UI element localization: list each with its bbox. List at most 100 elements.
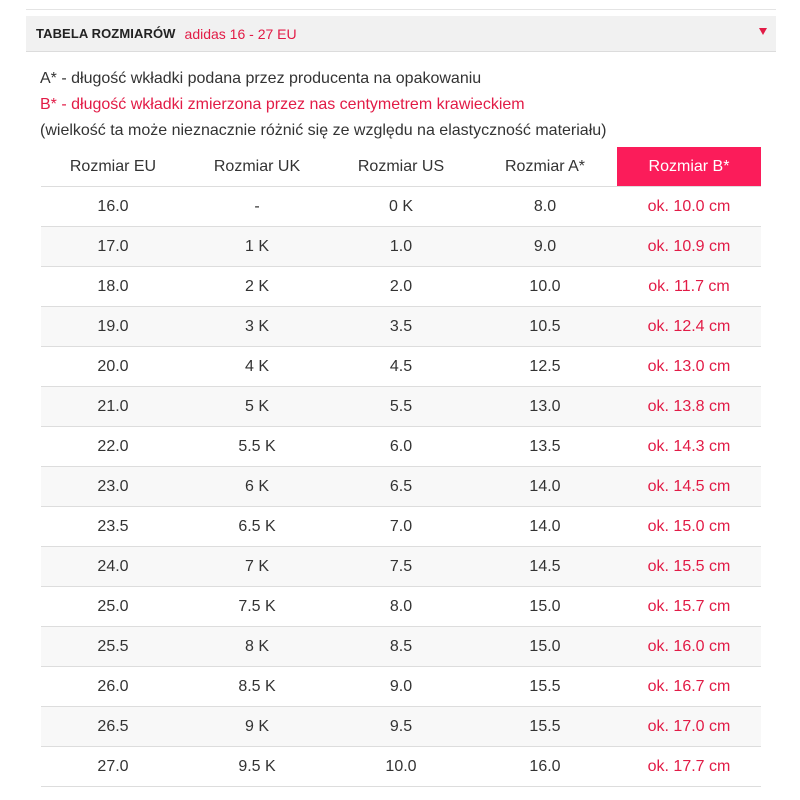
- size-chart-accordion-header[interactable]: TABELA ROZMIARÓW adidas 16 - 27 EU: [26, 16, 776, 52]
- cell-eu: 18.0: [41, 266, 185, 307]
- table-row: 19.0 3 K 3.5 10.5 ok. 12.4 cm: [41, 306, 761, 347]
- cell-a: 15.5: [473, 666, 617, 707]
- cell-us: 10.0: [329, 746, 473, 787]
- cell-uk: 6 K: [185, 466, 329, 507]
- cell-us: 0 K: [329, 186, 473, 227]
- cell-a: 9.0: [473, 226, 617, 267]
- cell-a: 12.5: [473, 346, 617, 387]
- cell-a: 10.0: [473, 266, 617, 307]
- brand-size-range: adidas 16 - 27 EU: [184, 25, 297, 42]
- cell-a: 16.0: [473, 746, 617, 787]
- cell-uk: 7 K: [185, 546, 329, 587]
- table-row: 17.0 1 K 1.0 9.0 ok. 10.9 cm: [41, 226, 761, 267]
- cell-uk: 1 K: [185, 226, 329, 267]
- cell-eu: 23.5: [41, 506, 185, 547]
- cell-us: 6.0: [329, 426, 473, 467]
- cell-us: 8.5: [329, 626, 473, 667]
- cell-uk: 5.5 K: [185, 426, 329, 467]
- cell-uk: 9 K: [185, 706, 329, 747]
- cell-uk: 2 K: [185, 266, 329, 307]
- cell-b: ok. 15.0 cm: [617, 506, 761, 547]
- table-row: 27.0 9.5 K 10.0 16.0 ok. 17.7 cm: [41, 746, 761, 787]
- table-row: 25.5 8 K 8.5 15.0 ok. 16.0 cm: [41, 626, 761, 667]
- cell-b: ok. 12.4 cm: [617, 306, 761, 347]
- table-row: 23.5 6.5 K 7.0 14.0 ok. 15.0 cm: [41, 506, 761, 547]
- size-table: Rozmiar EU Rozmiar UK Rozmiar US Rozmiar…: [41, 147, 761, 787]
- cell-eu: 24.0: [41, 546, 185, 587]
- cell-a: 14.0: [473, 506, 617, 547]
- table-row: 21.0 5 K 5.5 13.0 ok. 13.8 cm: [41, 386, 761, 427]
- caret-down-icon[interactable]: [759, 28, 767, 35]
- cell-a: 10.5: [473, 306, 617, 347]
- cell-eu: 16.0: [41, 186, 185, 227]
- cell-eu: 25.0: [41, 586, 185, 627]
- column-header-us: Rozmiar US: [329, 147, 473, 187]
- cell-b: ok. 17.7 cm: [617, 746, 761, 787]
- cell-b: ok. 14.3 cm: [617, 426, 761, 467]
- cell-eu: 26.5: [41, 706, 185, 747]
- cell-eu: 22.0: [41, 426, 185, 467]
- cell-a: 13.0: [473, 386, 617, 427]
- cell-uk: 6.5 K: [185, 506, 329, 547]
- cell-b: ok. 16.7 cm: [617, 666, 761, 707]
- cell-uk: 3 K: [185, 306, 329, 347]
- cell-b: ok. 15.5 cm: [617, 546, 761, 587]
- cell-b: ok. 15.7 cm: [617, 586, 761, 627]
- cell-us: 8.0: [329, 586, 473, 627]
- cell-b: ok. 10.9 cm: [617, 226, 761, 267]
- column-header-a: Rozmiar A*: [473, 147, 617, 187]
- cell-uk: 8.5 K: [185, 666, 329, 707]
- column-header-b: Rozmiar B*: [617, 147, 761, 187]
- cell-uk: 5 K: [185, 386, 329, 427]
- cell-uk: 9.5 K: [185, 746, 329, 787]
- cell-us: 1.0: [329, 226, 473, 267]
- table-row: 26.5 9 K 9.5 15.5 ok. 17.0 cm: [41, 706, 761, 747]
- cell-eu: 17.0: [41, 226, 185, 267]
- cell-eu: 20.0: [41, 346, 185, 387]
- cell-b: ok. 16.0 cm: [617, 626, 761, 667]
- cell-a: 15.5: [473, 706, 617, 747]
- cell-eu: 21.0: [41, 386, 185, 427]
- cell-a: 14.0: [473, 466, 617, 507]
- cell-eu: 23.0: [41, 466, 185, 507]
- cell-us: 3.5: [329, 306, 473, 347]
- table-row: 20.0 4 K 4.5 12.5 ok. 13.0 cm: [41, 346, 761, 387]
- table-row: 16.0-0 K 8.0 ok. 10.0 cm: [41, 186, 761, 227]
- top-divider: [26, 9, 776, 10]
- cell-uk: 4 K: [185, 346, 329, 387]
- cell-us: 6.5: [329, 466, 473, 507]
- cell-us: 5.5: [329, 386, 473, 427]
- cell-eu: 27.0: [41, 746, 185, 787]
- cell-a: 8.0: [473, 186, 617, 227]
- cell-us: 4.5: [329, 346, 473, 387]
- note-disclaimer: (wielkość ta może nieznacznie różnić się…: [40, 122, 607, 139]
- cell-b: ok. 14.5 cm: [617, 466, 761, 507]
- table-row: 18.0 2 K 2.0 10.0 ok. 11.7 cm: [41, 266, 761, 307]
- cell-b: ok. 13.0 cm: [617, 346, 761, 387]
- cell-us: 7.0: [329, 506, 473, 547]
- cell-us: 9.0: [329, 666, 473, 707]
- cell-uk: 8 K: [185, 626, 329, 667]
- table-row: 24.0 7 K 7.5 14.5 ok. 15.5 cm: [41, 546, 761, 587]
- cell-a: 15.0: [473, 626, 617, 667]
- table-row: 25.0 7.5 K 8.0 15.0 ok. 15.7 cm: [41, 586, 761, 627]
- column-header-eu: Rozmiar EU: [41, 147, 185, 187]
- note-size-b: B* - długość wkładki zmierzona przez nas…: [40, 96, 525, 113]
- cell-b: ok. 13.8 cm: [617, 386, 761, 427]
- column-header-uk: Rozmiar UK: [185, 147, 329, 187]
- cell-us: 9.5: [329, 706, 473, 747]
- cell-b: ok. 11.7 cm: [617, 266, 761, 307]
- size-table-body: 16.0-0 K 8.0 ok. 10.0 cm 17.0 1 K 1.0 9.0 ok. 1…: [41, 186, 761, 787]
- table-header-row: Rozmiar EU Rozmiar UK Rozmiar US Rozmiar…: [41, 147, 761, 187]
- cell-a: 13.5: [473, 426, 617, 467]
- cell-uk: 7.5 K: [185, 586, 329, 627]
- cell-us: 7.5: [329, 546, 473, 587]
- size-chart-title: TABELA ROZMIARÓW: [36, 26, 176, 41]
- cell-b: ok. 10.0 cm: [617, 186, 761, 227]
- cell-a: 15.0: [473, 586, 617, 627]
- cell-uk: -: [185, 186, 329, 227]
- cell-b: ok. 17.0 cm: [617, 706, 761, 747]
- table-row: 23.0 6 K 6.5 14.0 ok. 14.5 cm: [41, 466, 761, 507]
- cell-us: 2.0: [329, 266, 473, 307]
- cell-eu: 19.0: [41, 306, 185, 347]
